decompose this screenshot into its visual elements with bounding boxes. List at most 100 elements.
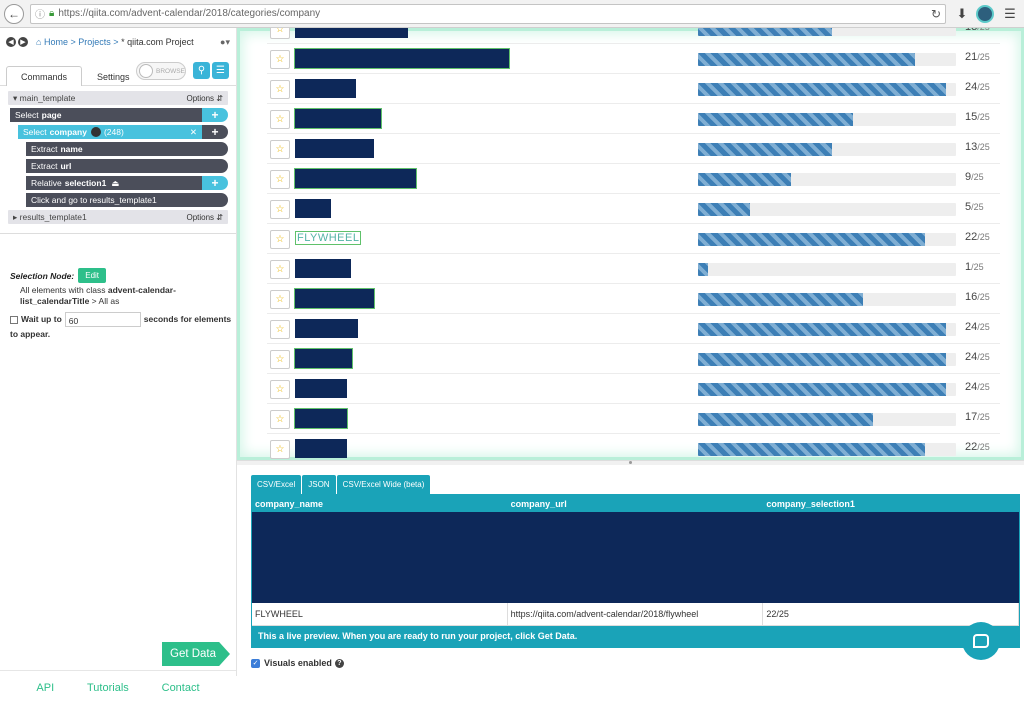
star-icon[interactable]: ☆ [270,350,290,369]
tab-csv-excel[interactable]: CSV/Excel [251,475,302,494]
redacted-name[interactable] [295,259,351,278]
tab-json[interactable]: JSON [302,475,336,494]
redo-icon[interactable]: ▶ [18,37,28,47]
close-icon[interactable]: ✕ [189,126,197,137]
list-item: ☆ 24/25 [267,374,1000,404]
results-template-row[interactable]: ▸ results_template1 Options ⇵ [8,210,228,224]
panel-splitter[interactable] [237,460,1024,465]
redacted-name[interactable] [294,288,375,309]
tab-commands[interactable]: Commands [6,66,83,86]
add-command-relative-button[interactable]: + [202,176,228,190]
extract-url-command[interactable]: Extract url [26,159,228,173]
url-text[interactable]: https://qiita.com/advent-calendar/2018/c… [58,8,321,19]
star-icon[interactable]: ☆ [270,290,290,309]
company-name[interactable]: FLYWHEEL [295,231,362,245]
table-cell: FLYWHEEL [252,603,508,625]
options-dropdown-2[interactable]: Options ⇵ [186,212,223,222]
list-icon[interactable]: ☰ [212,62,229,79]
breadcrumb-projects[interactable]: Projects [78,37,111,47]
star-icon[interactable]: ☆ [270,170,290,189]
breadcrumb-home[interactable]: Home [43,37,68,47]
add-command-company-button[interactable]: + [202,125,228,139]
redacted-name[interactable] [295,28,408,38]
relative-command[interactable]: Relative selection1 ⏏ [26,176,202,190]
progress-fill [698,233,926,246]
progress-bar [698,53,956,66]
menu-icon[interactable]: ☰ [1004,5,1016,21]
progress-bar [698,353,956,366]
star-icon[interactable]: ☆ [270,410,290,429]
click-command[interactable]: Click and go to results_template1 [26,193,228,207]
help-icon[interactable]: ? [334,658,344,668]
visuals-toggle[interactable]: ✓ Visuals enabled ? [251,658,344,668]
select-page-command[interactable]: Select page [10,108,202,122]
redacted-name[interactable] [294,168,417,189]
list-item: ☆ 17/25 [267,404,1000,434]
redacted-name[interactable] [294,348,353,369]
undo-icon[interactable]: ◀ [6,37,16,47]
table-cell: https://qiita.com/advent-calendar/2018/f… [508,603,764,625]
score: 22/25 [965,231,990,243]
progress-fill [698,323,946,336]
star-icon[interactable]: ☆ [270,260,290,279]
list-item: ☆ 24/25 [267,344,1000,374]
list-count-icon [90,127,101,137]
user-icon[interactable]: ●▾ [220,36,230,47]
info-icon[interactable]: ⓘ [35,10,45,21]
back-icon[interactable]: ← [4,3,24,24]
redacted-name[interactable] [295,199,331,218]
preview-note: This a live preview. When you are ready … [252,626,1019,647]
browse-toggle[interactable]: BROWSE [136,62,186,80]
contact-link[interactable]: Contact [161,681,200,694]
main-template-row[interactable]: ▾ main_template Options ⇵ [8,91,228,105]
progress-fill [698,353,946,366]
redacted-name[interactable] [295,379,347,398]
breadcrumb: ⌂ Home > Projects > * qiita.com Project [36,37,194,47]
redacted-name[interactable] [294,48,510,69]
progress-bar [698,113,956,126]
extract-name-command[interactable]: Extract name [26,142,228,156]
extension-icon[interactable] [976,4,994,23]
progress-fill [698,173,791,186]
redacted-name[interactable] [294,108,382,129]
star-icon[interactable]: ☆ [270,200,290,219]
table-header: company_name company_url company_selecti… [252,495,1019,512]
star-icon[interactable]: ☆ [270,440,290,459]
redacted-name[interactable] [295,139,374,158]
add-command-page-button[interactable]: + [202,108,228,122]
tab-settings[interactable]: Settings [97,71,130,82]
redacted-name[interactable] [295,439,347,458]
edit-button[interactable]: Edit [78,268,107,283]
star-icon[interactable]: ☆ [270,230,290,249]
wait-seconds-input[interactable]: 60 [64,312,141,328]
eject-icon: ⏏ [111,177,120,188]
select-company-command[interactable]: Select company (248) ✕ [18,125,202,139]
redacted-name[interactable] [295,319,358,338]
browser-toolbar: ← ⓘ 🔒︎ https://qiita.com/advent-calendar… [0,0,1024,28]
star-icon[interactable]: ☆ [270,320,290,339]
star-icon[interactable]: ☆ [270,140,290,159]
reload-icon[interactable]: ↻ [930,6,941,21]
column-header: company_selection1 [766,499,855,509]
redacted-name[interactable] [295,79,356,98]
download-icon[interactable]: ⬇︎ [956,5,968,21]
star-icon[interactable]: ☆ [270,28,290,39]
address-bar[interactable]: ⓘ 🔒︎ https://qiita.com/advent-calendar/2… [30,3,946,24]
tab-csv-excel-wide[interactable]: CSV/Excel Wide (beta) [336,475,431,494]
score: 5/25 [965,201,984,213]
api-link[interactable]: API [36,681,55,694]
star-icon[interactable]: ☆ [270,110,290,129]
check-icon[interactable]: ✓ [251,658,260,668]
search-icon[interactable]: ⚲ [193,62,210,79]
redacted-name[interactable] [294,408,348,429]
footer-links: API Tutorials Contact [0,670,236,704]
chat-icon[interactable] [962,622,1000,660]
wait-checkbox[interactable] [10,315,18,324]
tutorials-link[interactable]: Tutorials [87,681,129,694]
lock-icon: 🔒︎ [49,8,55,19]
get-data-button[interactable]: Get Data [162,642,230,666]
star-icon[interactable]: ☆ [270,380,290,399]
star-icon[interactable]: ☆ [270,50,290,69]
star-icon[interactable]: ☆ [270,80,290,99]
options-dropdown[interactable]: Options ⇵ [186,93,223,103]
